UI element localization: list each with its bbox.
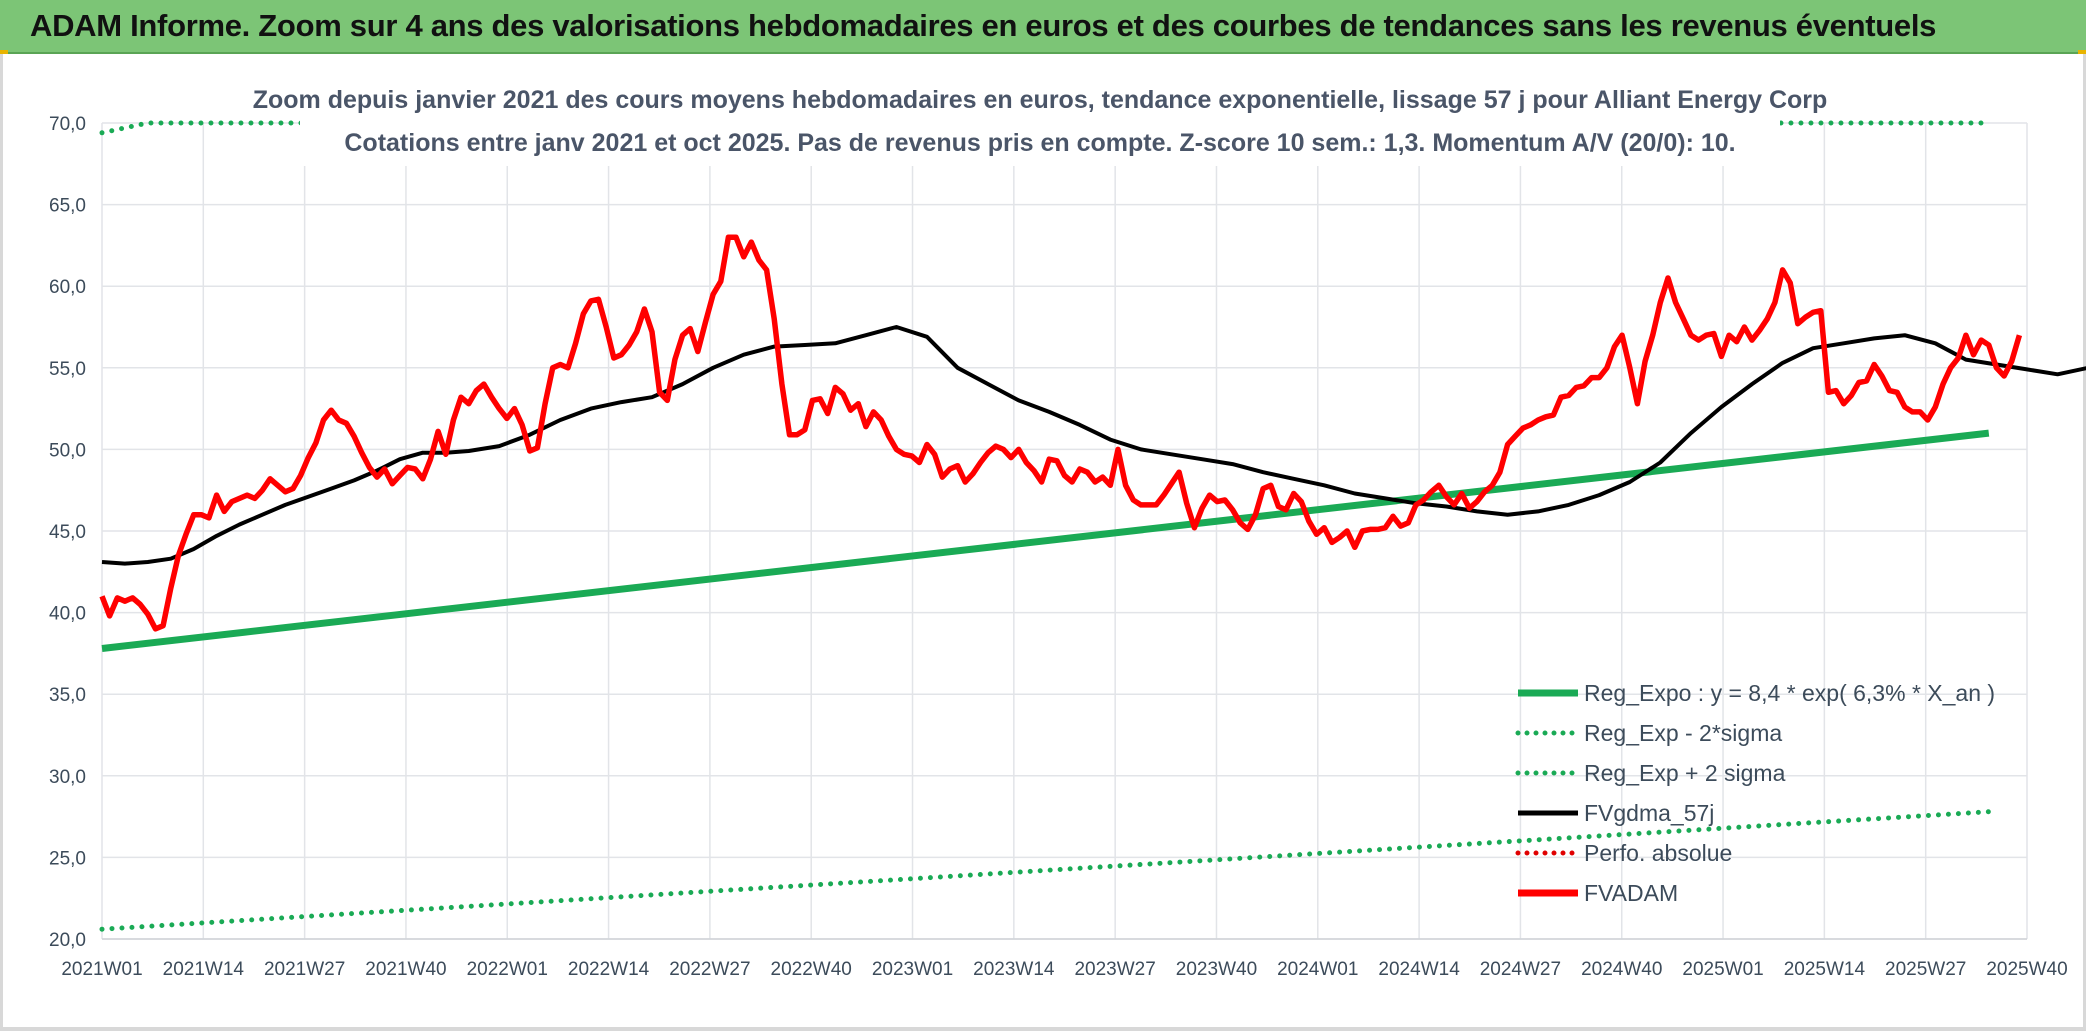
y-tick-label: 20,0 — [49, 930, 86, 951]
y-tick-label: 45,0 — [49, 522, 86, 543]
x-tick-label: 2025W40 — [1986, 959, 2067, 980]
x-tick-label: 2025W27 — [1885, 959, 1966, 980]
x-tick-label: 2025W14 — [1784, 959, 1866, 980]
x-tick-label: 2023W14 — [973, 959, 1055, 980]
x-tick-label: 2021W40 — [365, 959, 446, 980]
chart-grid — [101, 122, 2028, 940]
y-tick-label: 65,0 — [49, 196, 86, 217]
x-tick-label: 2024W27 — [1480, 959, 1561, 980]
chart-frame — [0, 54, 2086, 1031]
chart-legend: Reg_Expo : y = 8,4 * exp( 6,3% * X_an ) R… — [1515, 680, 1995, 906]
x-tick-label: 2024W14 — [1378, 959, 1460, 980]
y-tick-label: 70,0 — [49, 114, 86, 135]
y-tick-label: 35,0 — [49, 685, 86, 706]
chart-title-line2: Cotations entre janv 2021 et oct 2025. P… — [344, 129, 1735, 157]
legend-label: Reg_Expo : y = 8,4 * exp( 6,3% * X_an ) — [1584, 680, 1995, 706]
legend-label: FVADAM — [1584, 880, 1678, 906]
series-line-3 — [101, 325, 2086, 566]
title-backdrop — [300, 76, 1780, 166]
x-axis-ticks: 2021W01 2021W14 2021W27 2021W40 2022W01 2022W… — [61, 959, 2067, 980]
x-tick-label: 2024W40 — [1581, 959, 1662, 980]
x-tick-label: 2022W40 — [771, 959, 852, 980]
legend-label: FVgdma_57j — [1584, 800, 1714, 826]
x-tick-label: 2022W01 — [467, 959, 548, 980]
x-tick-label: 2021W14 — [163, 959, 245, 980]
x-tick-label: 2023W27 — [1074, 959, 1155, 980]
y-tick-label: 25,0 — [49, 848, 86, 869]
legend-label: Reg_Exp - 2*sigma — [1584, 720, 1782, 746]
banner-title: ADAM Informe. Zoom sur 4 ans des valoris… — [30, 8, 1937, 43]
y-tick-label: 40,0 — [49, 604, 86, 625]
series-line-0 — [101, 429, 1990, 652]
x-tick-label: 2021W01 — [61, 959, 142, 980]
corner-marker-left — [0, 50, 8, 54]
y-tick-label: 60,0 — [49, 277, 86, 298]
y-tick-label: 55,0 — [49, 359, 86, 380]
y-axis-ticks: 20,0 25,0 30,0 35,0 40,0 45,0 50,0 55,0 60,0 65,0… — [49, 114, 86, 951]
x-tick-label: 2023W01 — [872, 959, 953, 980]
x-tick-label: 2022W27 — [669, 959, 750, 980]
legend-label: Perfo. absolue — [1584, 840, 1732, 866]
series-line-1 — [99, 809, 1992, 932]
x-tick-label: 2022W14 — [568, 959, 650, 980]
header-banner: ADAM Informe. Zoom sur 4 ans des valoris… — [0, 0, 2086, 54]
x-tick-label: 2023W40 — [1176, 959, 1257, 980]
chart-title-line1: Zoom depuis janvier 2021 des cours moyen… — [253, 86, 1828, 114]
x-tick-label: 2024W01 — [1277, 959, 1358, 980]
legend-label: Reg_Exp + 2 sigma — [1584, 760, 1786, 786]
y-tick-label: 50,0 — [49, 440, 86, 461]
y-tick-label: 30,0 — [49, 767, 86, 788]
corner-marker-right — [2078, 50, 2086, 54]
x-tick-label: 2025W01 — [1682, 959, 1763, 980]
x-tick-label: 2021W27 — [264, 959, 345, 980]
series-layer — [99, 120, 2086, 932]
series-line-2 — [99, 120, 1992, 136]
series-line-5 — [99, 234, 2023, 632]
